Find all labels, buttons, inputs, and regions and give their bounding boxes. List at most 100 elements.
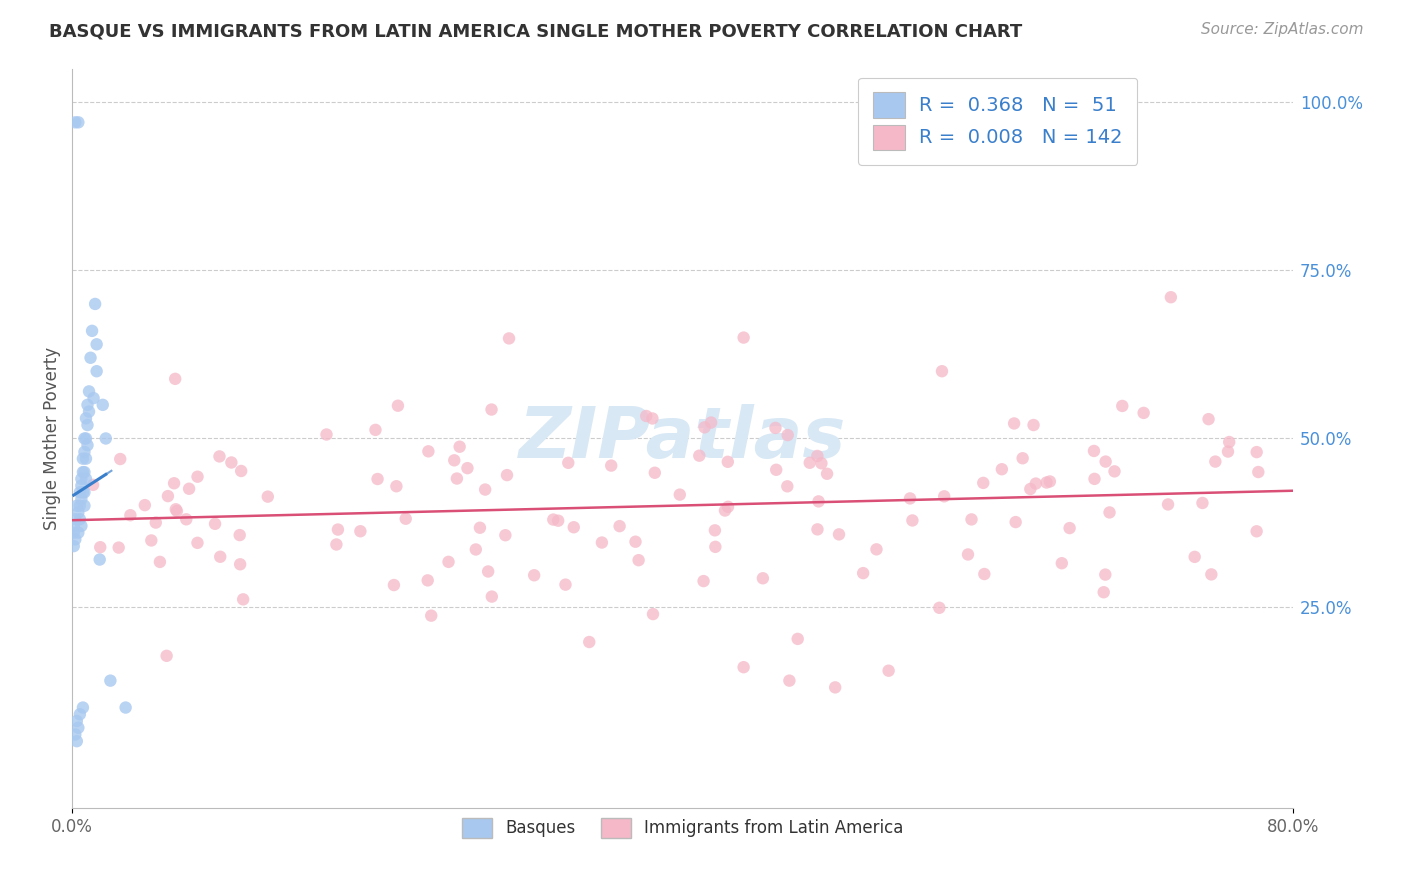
Point xyxy=(765,421,787,435)
Point xyxy=(1025,476,1047,491)
Point xyxy=(94,432,117,446)
Point xyxy=(1247,465,1270,479)
Point xyxy=(145,516,167,530)
Legend: Basques, Immigrants from Latin America: Basques, Immigrants from Latin America xyxy=(456,811,910,845)
Point xyxy=(1039,475,1062,489)
Point xyxy=(852,566,875,580)
Point xyxy=(547,514,569,528)
Point xyxy=(69,485,91,500)
Point xyxy=(62,539,84,553)
Point xyxy=(1246,524,1268,539)
Point xyxy=(418,444,440,458)
Point xyxy=(367,472,389,486)
Point xyxy=(554,577,576,591)
Point xyxy=(931,364,953,378)
Point xyxy=(86,337,108,351)
Point xyxy=(86,364,108,378)
Point xyxy=(326,523,349,537)
Point xyxy=(82,478,104,492)
Point xyxy=(776,479,799,493)
Point xyxy=(468,521,491,535)
Point xyxy=(1059,521,1081,535)
Point xyxy=(828,527,851,541)
Point xyxy=(898,491,921,506)
Point xyxy=(84,297,107,311)
Point xyxy=(956,548,979,562)
Point xyxy=(67,115,90,129)
Point xyxy=(165,372,187,386)
Point xyxy=(420,608,443,623)
Point xyxy=(1002,417,1025,431)
Point xyxy=(824,681,846,695)
Point xyxy=(349,524,371,539)
Point xyxy=(496,468,519,483)
Point xyxy=(636,409,658,423)
Point xyxy=(1111,399,1133,413)
Point xyxy=(1083,472,1105,486)
Point xyxy=(67,506,90,520)
Point xyxy=(600,458,623,473)
Point xyxy=(395,512,418,526)
Point xyxy=(972,475,994,490)
Point xyxy=(89,552,111,566)
Point xyxy=(1092,585,1115,599)
Point xyxy=(67,721,90,735)
Point xyxy=(627,553,650,567)
Point xyxy=(73,465,96,479)
Point xyxy=(141,533,163,548)
Point xyxy=(72,465,94,479)
Point xyxy=(256,490,278,504)
Point xyxy=(79,351,101,365)
Point xyxy=(815,467,838,481)
Point xyxy=(62,525,84,540)
Point xyxy=(494,528,516,542)
Point xyxy=(498,331,520,345)
Point xyxy=(72,451,94,466)
Point xyxy=(120,508,142,523)
Point xyxy=(69,499,91,513)
Point xyxy=(73,432,96,446)
Point xyxy=(73,499,96,513)
Point xyxy=(806,522,828,536)
Point xyxy=(166,504,188,518)
Point xyxy=(77,404,100,418)
Point xyxy=(65,512,87,526)
Point xyxy=(65,727,87,741)
Point xyxy=(456,461,478,475)
Point xyxy=(228,528,250,542)
Point xyxy=(641,607,664,621)
Point xyxy=(1050,556,1073,570)
Point xyxy=(73,485,96,500)
Point xyxy=(1004,515,1026,529)
Point xyxy=(67,525,90,540)
Point xyxy=(209,549,232,564)
Point xyxy=(69,707,91,722)
Point xyxy=(70,478,93,492)
Point xyxy=(543,512,565,526)
Point xyxy=(1094,567,1116,582)
Point xyxy=(416,574,439,588)
Point xyxy=(714,503,737,517)
Point xyxy=(960,512,983,526)
Point xyxy=(382,578,405,592)
Point xyxy=(204,516,226,531)
Point xyxy=(177,482,200,496)
Point xyxy=(446,471,468,485)
Point xyxy=(1204,454,1226,468)
Point xyxy=(156,489,179,503)
Point xyxy=(1094,454,1116,468)
Point xyxy=(578,635,600,649)
Y-axis label: Single Mother Poverty: Single Mother Poverty xyxy=(44,347,60,530)
Point xyxy=(66,714,89,728)
Point xyxy=(991,462,1014,476)
Point xyxy=(89,540,111,554)
Point xyxy=(75,472,97,486)
Point xyxy=(901,513,924,527)
Point xyxy=(786,632,808,646)
Point xyxy=(693,420,716,434)
Point xyxy=(692,574,714,588)
Point xyxy=(385,479,408,493)
Point xyxy=(1098,505,1121,519)
Point xyxy=(76,398,98,412)
Point xyxy=(1035,475,1057,490)
